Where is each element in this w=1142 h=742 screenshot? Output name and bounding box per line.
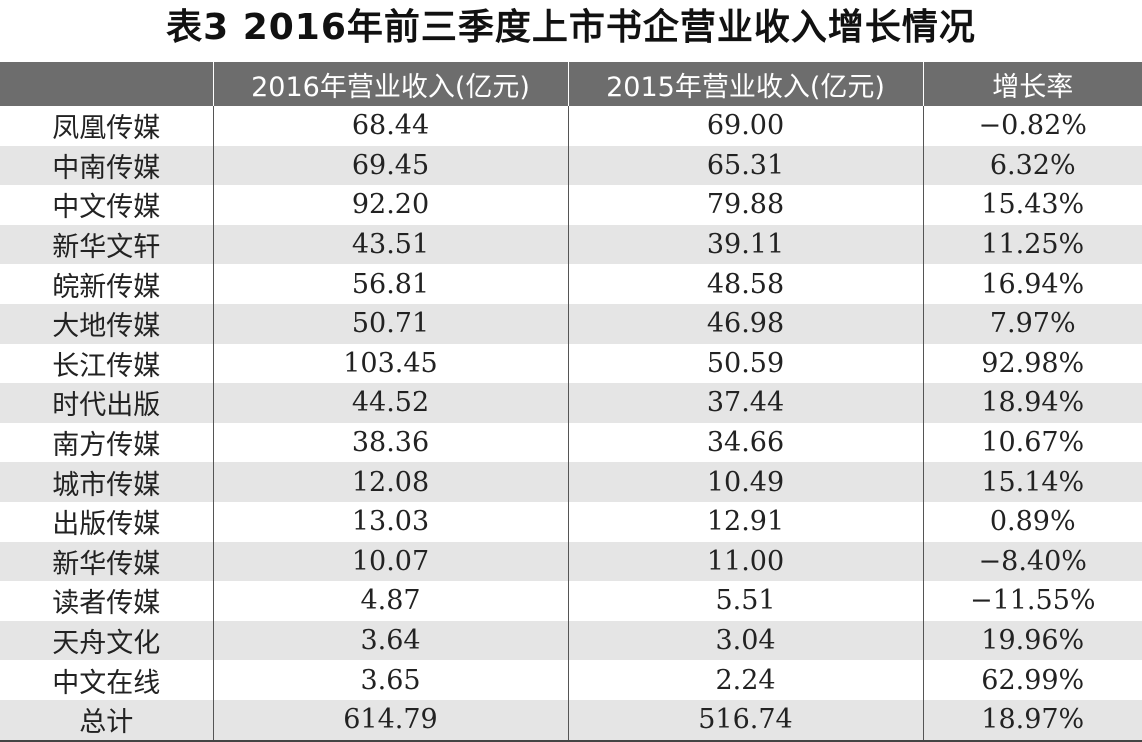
table-row: 中南传媒 69.45 65.31 6.32% (0, 145, 1142, 186)
row-label: 凤凰传媒 (52, 113, 161, 145)
cell: 69.00 (567, 106, 923, 146)
row-label: 天舟文化 (0, 620, 213, 661)
row-label: 总计 (0, 699, 213, 742)
cell: 12.91 (567, 501, 923, 542)
table-row: 南方传媒 38.36 34.66 10.67% (0, 422, 1142, 463)
header-cell (0, 62, 213, 106)
table-row: 时代出版 44.52 37.44 18.94% (0, 383, 1142, 423)
cell: 12.08 (212, 462, 568, 502)
cell: 50.59 (567, 343, 923, 384)
cell: 10.49 (567, 462, 923, 502)
cell: 68.44 (212, 106, 568, 146)
table-row: 皖新传媒 56.81 48.58 16.94% (0, 264, 1142, 304)
row-label: 中文传媒 (52, 192, 161, 224)
row-label: 大地传媒 (0, 303, 213, 344)
cell: 39.11 (567, 224, 923, 265)
row-label: 读者传媒 (52, 588, 161, 620)
row-label: 时代出版 (0, 383, 213, 423)
cell: 56.81 (212, 264, 568, 304)
row-label: 中南传媒 (0, 145, 213, 186)
cell: 48.58 (567, 264, 923, 304)
cell: −11.55% (922, 581, 1142, 621)
table-row: 读者传媒 4.87 5.51 −11.55% (0, 581, 1142, 621)
cell: 46.98 (567, 303, 923, 344)
cell: 0.89% (922, 501, 1142, 542)
cell: 43.51 (212, 224, 568, 265)
cell: 3.65 (212, 660, 568, 700)
header-cell: 增长率 (922, 62, 1142, 106)
table-title: 表3 2016年前三季度上市书企营业收入增长情况 (166, 7, 976, 48)
cell: 7.97% (922, 303, 1142, 344)
cell: 18.94% (922, 383, 1142, 423)
cell: 2.24 (567, 660, 923, 700)
cell: 79.88 (567, 185, 923, 225)
cell: 34.66 (567, 422, 923, 463)
table-row: 天舟文化 3.64 3.04 19.96% (0, 620, 1142, 661)
header-row: 2016年营业收入(亿元) 2015年营业收入(亿元) 增长率 (0, 62, 1142, 106)
table-row: 凤凰传媒 68.44 69.00 −0.82% (0, 106, 1142, 146)
cell: 16.94% (922, 264, 1142, 304)
row-label: 新华传媒 (0, 541, 213, 582)
cell: 13.03 (212, 501, 568, 542)
cell: 69.45 (212, 145, 568, 186)
table-row: 新华传媒 10.07 11.00 −8.40% (0, 541, 1142, 582)
cell: −8.40% (922, 541, 1142, 582)
cell: 10.67% (922, 422, 1142, 463)
cell: 62.99% (922, 660, 1142, 700)
row-label: 皖新传媒 (52, 271, 161, 303)
revenue-table: 2016年营业收入(亿元) 2015年营业收入(亿元) 增长率 凤凰传媒 68.44 6… (0, 62, 1142, 742)
cell: 614.79 (212, 699, 568, 742)
row-label: 南方传媒 (52, 430, 161, 462)
cell: 92.98% (922, 343, 1142, 384)
cell: 10.07 (212, 541, 568, 582)
cell: 103.45 (212, 343, 568, 384)
header-cell: 2016年营业收入(亿元) (212, 62, 568, 106)
cell: 3.64 (212, 620, 568, 661)
table-row: 出版传媒 13.03 12.91 0.89% (0, 501, 1142, 542)
cell: 5.51 (567, 581, 923, 621)
cell: 6.32% (922, 145, 1142, 186)
row-label: 长江传媒 (52, 350, 161, 382)
cell: 15.14% (922, 462, 1142, 502)
table-row: 中文传媒 92.20 79.88 15.43% (0, 185, 1142, 225)
cell: 3.04 (567, 620, 923, 661)
table-row: 总计 614.79 516.74 18.97% (0, 699, 1142, 742)
header-cell: 2015年营业收入(亿元) (567, 62, 923, 106)
row-label: 中文在线 (52, 667, 161, 699)
cell: 516.74 (567, 699, 923, 742)
cell: −0.82% (922, 106, 1142, 146)
row-label: 城市传媒 (0, 462, 213, 502)
cell: 44.52 (212, 383, 568, 423)
table-row: 中文在线 3.65 2.24 62.99% (0, 660, 1142, 700)
cell: 19.96% (922, 620, 1142, 661)
cell: 38.36 (212, 422, 568, 463)
table-body: 凤凰传媒 68.44 69.00 −0.82% 中南传媒 69.45 65.31 6.32% 中… (0, 106, 1142, 742)
cell: 11.00 (567, 541, 923, 582)
table-row: 新华文轩 43.51 39.11 11.25% (0, 224, 1142, 265)
cell: 11.25% (922, 224, 1142, 265)
cell: 37.44 (567, 383, 923, 423)
table-row: 长江传媒 103.45 50.59 92.98% (0, 343, 1142, 384)
row-label: 出版传媒 (52, 509, 161, 541)
cell: 4.87 (212, 581, 568, 621)
cell: 50.71 (212, 303, 568, 344)
table-row: 大地传媒 50.71 46.98 7.97% (0, 303, 1142, 344)
row-label: 新华文轩 (0, 224, 213, 265)
cell: 15.43% (922, 185, 1142, 225)
table-row: 城市传媒 12.08 10.49 15.14% (0, 462, 1142, 502)
cell: 18.97% (922, 699, 1142, 742)
cell: 65.31 (567, 145, 923, 186)
cell: 92.20 (212, 185, 568, 225)
